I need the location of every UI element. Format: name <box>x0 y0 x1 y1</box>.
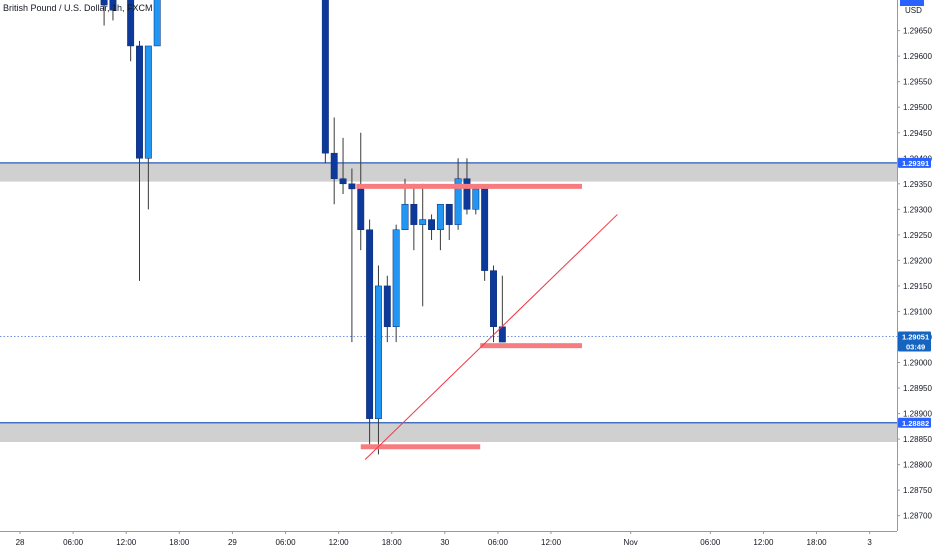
price-tag-label: 1.29391 <box>902 159 929 168</box>
candle-body <box>419 219 427 225</box>
level-marker[interactable] <box>360 444 481 450</box>
candle-body <box>428 219 436 231</box>
candle-body <box>490 270 497 328</box>
y-tick-label: 1.29000 <box>903 359 932 368</box>
candle-body <box>463 178 471 210</box>
price-tag <box>898 157 931 168</box>
candle-body <box>375 285 382 419</box>
y-tick-label: 1.29200 <box>903 256 932 265</box>
y-tick-label: 1.28700 <box>903 512 932 521</box>
currency-label: USD <box>905 6 922 15</box>
y-tick-label: 1.29150 <box>903 282 932 291</box>
y-tick-label: 1.28850 <box>903 435 932 444</box>
x-tick-label: 12:00 <box>753 538 774 547</box>
x-tick-label: 28 <box>16 538 25 547</box>
y-tick-label: 1.29550 <box>903 78 932 87</box>
price-tag <box>898 417 931 428</box>
candle-body <box>109 0 117 11</box>
candle-body <box>366 229 374 419</box>
candle-body <box>445 203 453 225</box>
level-marker[interactable] <box>480 343 582 349</box>
candle-body <box>321 0 329 154</box>
zone-band <box>0 162 897 182</box>
x-tick-label: 3 <box>867 538 872 547</box>
countdown-label: 03:49 <box>906 342 925 351</box>
candle-body <box>100 0 108 6</box>
candle-body <box>472 188 480 210</box>
y-tick-label: 1.29350 <box>903 180 932 189</box>
x-tick-label: 12:00 <box>541 538 562 547</box>
x-tick-label: 06:00 <box>276 538 297 547</box>
candle-body <box>348 183 356 190</box>
y-tick-label: 1.29450 <box>903 129 932 138</box>
candle-body <box>401 203 409 231</box>
x-tick-label: 12:00 <box>329 538 350 547</box>
price-tag-label: 1.29051 <box>902 332 929 341</box>
candle-body <box>127 0 135 47</box>
candle-body <box>481 188 489 271</box>
candle-body <box>136 45 143 159</box>
y-tick-label: 1.29300 <box>903 205 932 214</box>
candle-body <box>330 152 338 179</box>
zone-band <box>0 422 897 442</box>
candle-body <box>436 203 444 231</box>
y-tick-label: 1.28900 <box>903 410 932 419</box>
x-tick-label: 12:00 <box>116 538 137 547</box>
candle-body <box>144 45 152 159</box>
y-tick-label: 1.29600 <box>903 52 932 61</box>
y-tick-label: 1.29650 <box>903 27 932 36</box>
x-tick-label: 06:00 <box>700 538 721 547</box>
candle-body <box>339 178 347 185</box>
x-tick-label: 18:00 <box>169 538 190 547</box>
candle-body <box>357 188 365 231</box>
candle-body <box>392 229 400 328</box>
y-tick-label: 1.29500 <box>903 103 932 112</box>
candle-body <box>410 203 418 225</box>
y-tick-label: 1.29250 <box>903 231 932 240</box>
x-tick-label: 06:00 <box>488 538 509 547</box>
candle-body <box>454 178 462 225</box>
x-tick-label: 29 <box>228 538 237 547</box>
y-tick-label: 1.28950 <box>903 384 932 393</box>
trendline[interactable] <box>364 214 618 460</box>
x-tick-label: 18:00 <box>382 538 403 547</box>
x-tick-label: 06:00 <box>63 538 84 547</box>
price-tag <box>898 331 931 352</box>
x-tick-label: 18:00 <box>807 538 828 547</box>
level-marker[interactable] <box>356 183 582 189</box>
top-price-tag <box>900 0 924 6</box>
x-tick-label: Nov <box>624 538 638 547</box>
candle-body <box>153 0 161 47</box>
candle-body <box>383 285 391 328</box>
price-axis[interactable] <box>897 0 932 550</box>
chart-title: British Pound / U.S. Dollar, 1h, FXCM <box>3 3 153 13</box>
y-tick-label: 1.28800 <box>903 461 932 470</box>
y-tick-label: 1.28750 <box>903 486 932 495</box>
y-tick-label: 1.29100 <box>903 307 932 316</box>
price-tag-label: 1.28882 <box>902 419 929 428</box>
x-tick-label: 30 <box>440 538 449 547</box>
